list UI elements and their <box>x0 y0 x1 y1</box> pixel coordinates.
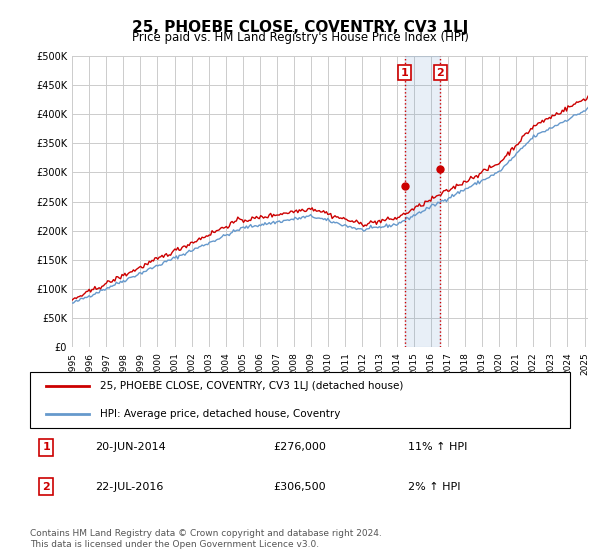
Text: 25, PHOEBE CLOSE, COVENTRY, CV3 1LJ: 25, PHOEBE CLOSE, COVENTRY, CV3 1LJ <box>132 20 468 35</box>
Text: HPI: Average price, detached house, Coventry: HPI: Average price, detached house, Cove… <box>100 409 341 419</box>
Text: 22-JUL-2016: 22-JUL-2016 <box>95 482 163 492</box>
FancyBboxPatch shape <box>30 372 570 428</box>
Text: 2: 2 <box>43 482 50 492</box>
Text: 2: 2 <box>436 68 444 78</box>
Text: 1: 1 <box>43 442 50 452</box>
Text: 2% ↑ HPI: 2% ↑ HPI <box>408 482 461 492</box>
Bar <box>404 56 440 347</box>
Text: Contains HM Land Registry data © Crown copyright and database right 2024.
This d: Contains HM Land Registry data © Crown c… <box>30 529 382 549</box>
Text: 11% ↑ HPI: 11% ↑ HPI <box>408 442 467 452</box>
Text: £306,500: £306,500 <box>273 482 326 492</box>
Text: 1: 1 <box>401 68 409 78</box>
Text: Price paid vs. HM Land Registry's House Price Index (HPI): Price paid vs. HM Land Registry's House … <box>131 31 469 44</box>
Text: £276,000: £276,000 <box>273 442 326 452</box>
Text: 25, PHOEBE CLOSE, COVENTRY, CV3 1LJ (detached house): 25, PHOEBE CLOSE, COVENTRY, CV3 1LJ (det… <box>100 381 404 391</box>
Text: 20-JUN-2014: 20-JUN-2014 <box>95 442 166 452</box>
